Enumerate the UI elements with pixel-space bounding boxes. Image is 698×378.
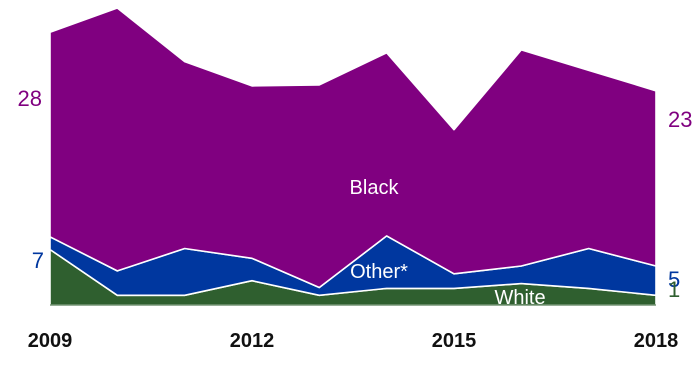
start-value-labels: 28 7 (18, 86, 44, 273)
area-black (49, 7, 657, 289)
x-tick-label-2012: 2012 (230, 330, 275, 352)
end-value-labels: 23 5 1 (668, 107, 692, 302)
end-value-other: 5 (668, 267, 680, 292)
x-tick-label-2018: 2018 (634, 330, 679, 352)
x-tick-label-2009: 2009 (28, 330, 73, 352)
series-label-layer: Black Other* White (350, 177, 546, 309)
series-label-other: Other* (350, 261, 408, 283)
x-axis-tick-labels: 2009 2012 2015 2018 (28, 330, 679, 352)
end-value-white: 1 (668, 277, 680, 302)
area-layer (49, 7, 657, 306)
end-value-black: 23 (668, 107, 692, 132)
start-value-black: 28 (18, 86, 42, 111)
start-value-other: 7 (32, 248, 44, 273)
series-label-white: White (494, 287, 545, 309)
series-label-black: Black (350, 177, 400, 199)
x-tick-label-2015: 2015 (432, 330, 477, 352)
